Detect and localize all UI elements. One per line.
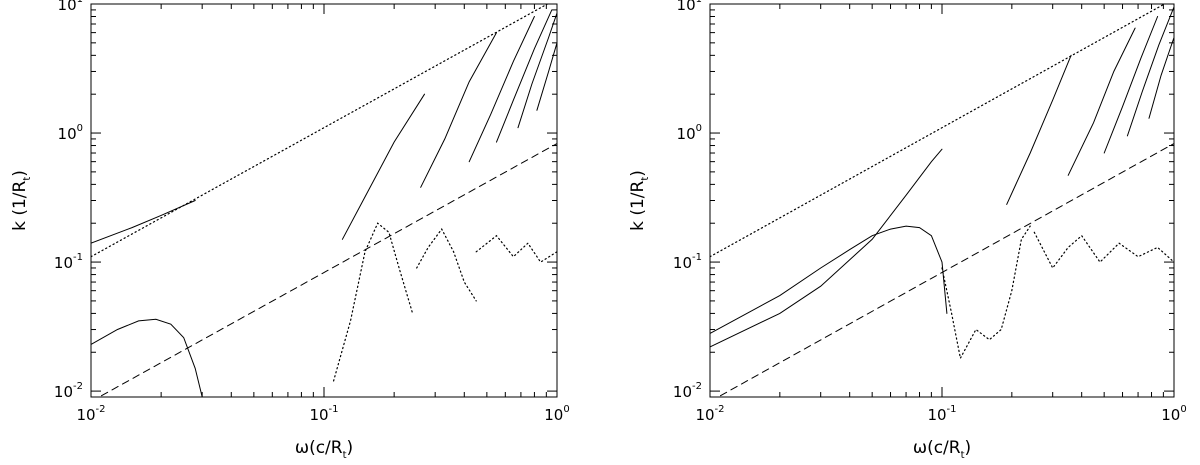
y-tick-label: 101 [58,0,83,14]
series-line-6 [1103,16,1159,154]
series-line-5 [420,32,497,188]
right-panel: 10-2 10-1 100 10-2 10-1 100 101 ω(c/Rt) k (1/Rt) [628,0,1187,461]
x-axis-label: ω(c/Rt) [295,438,353,461]
series-line-11 [416,227,477,302]
series-line-8 [517,12,557,129]
plot-frame [709,3,1175,398]
series-line-6 [468,16,535,163]
y-tick-label: 100 [677,123,702,143]
x-tick-label: 100 [1161,404,1186,424]
series-line-1 [98,143,557,397]
x-axis-label: ω(c/Rt) [913,438,971,461]
x-tick-label: 10-2 [695,404,724,424]
y-tick-label: 10-1 [673,252,702,272]
series-line-5 [1067,27,1136,176]
x-tick-label: 10-2 [76,404,105,424]
series-line-0 [710,4,1166,258]
x-tick-label: 10-1 [927,404,956,424]
y-tick-label: 10-2 [673,381,702,401]
series-line-3 [91,318,203,397]
series-line-3 [710,225,948,334]
y-tick-label: 100 [58,123,83,143]
series-line-7 [1126,6,1174,137]
series-line-1 [717,143,1174,397]
y-tick-label: 10-2 [54,381,83,401]
plot-frame [90,3,558,398]
series-line-10 [333,222,414,382]
series-line-10 [1033,231,1174,270]
series-line-4 [1006,54,1072,205]
series-line-2 [91,200,196,244]
series-line-9 [941,225,1031,360]
y-tick-label: 101 [677,0,702,14]
series-line-8 [1148,37,1174,119]
series-line-2 [710,148,943,348]
y-tick-label: 10-1 [54,252,83,272]
y-axis-label: k (1/Rt) [10,170,33,231]
x-tick-label: 100 [544,404,569,424]
left-panel: 10-2 10-1 100 10-2 10-1 100 101 ω(c/Rt) k (1/Rt) [10,0,570,461]
y-axis-label: k (1/Rt) [628,170,651,231]
x-tick-label: 10-1 [309,404,338,424]
series-line-0 [91,4,549,258]
series-line-9 [536,42,557,111]
series-line-4 [341,93,425,240]
series-line-7 [496,9,553,143]
series-line-12 [475,234,557,263]
